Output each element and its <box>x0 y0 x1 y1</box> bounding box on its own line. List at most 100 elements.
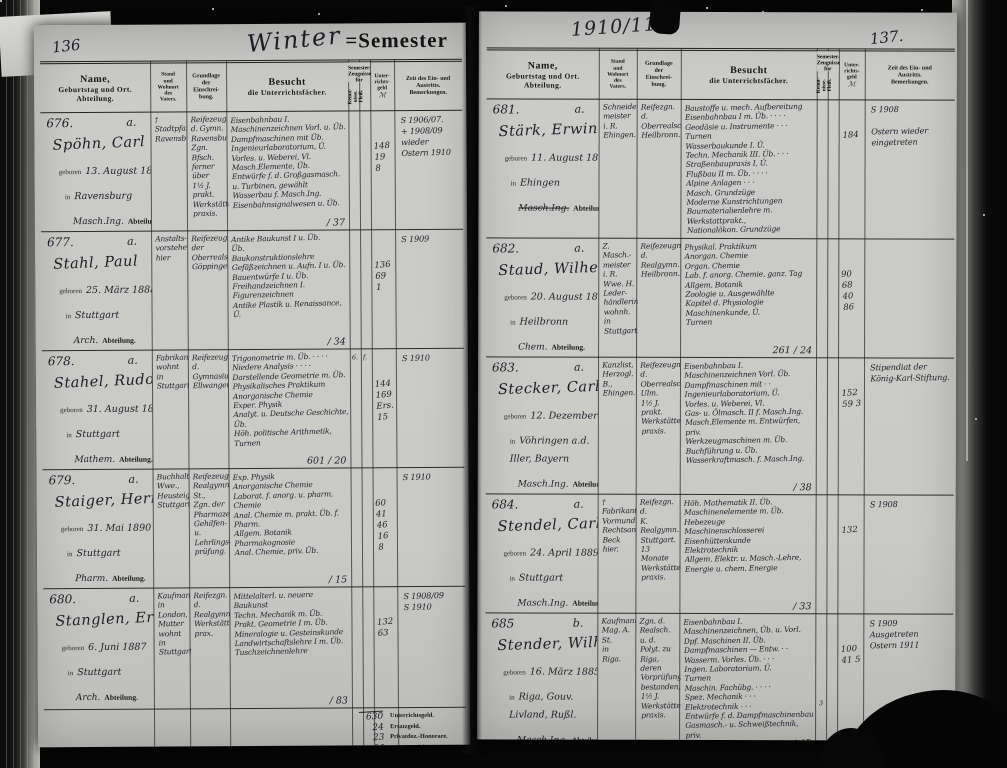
student-name: Stahel, Rudolf <box>53 371 153 392</box>
register-entry: 678. a. Stahel, Rudolf geboren 31. Augus… <box>41 348 465 471</box>
born-label: geboren <box>61 644 85 653</box>
col-father-header: Stand und Wohnort des Vaters. <box>157 71 179 103</box>
entry-letter: a. <box>573 497 584 511</box>
subjects-total: ∕ 34 <box>327 336 346 348</box>
father-info: † Fabrikant Vormund: Rechtsanw. Beck hie… <box>601 497 638 554</box>
col-father-header: Stand und Wohnort des Vaters. <box>607 59 629 91</box>
subjects-total: ∕ 15 <box>328 574 348 586</box>
subjects-total: ∕ 45 <box>793 738 811 741</box>
entry-letter: a. <box>573 360 585 374</box>
subjects-list: Baustoffe u. mech. Aufbereitung Eisenbah… <box>684 101 803 236</box>
col-name-header: Name, Geburtstag und Ort. Abteilung. <box>58 73 133 103</box>
birth-date: 31. Mai 1890 <box>87 522 152 535</box>
remarks <box>870 242 952 244</box>
subjects-list: Eisenbahnbau I. Maschinenzeichnen Vorl. … <box>684 360 805 465</box>
entry-number: 681. <box>492 102 520 117</box>
birth-place: Riga, Gouv. Livland, Rußl. <box>509 691 577 721</box>
entry-name-cell: 684. a. Stendel, Carl geboren 24. April … <box>485 494 598 612</box>
birth-date: 16. März 1885 <box>529 666 598 678</box>
entry-letter: a. <box>127 353 138 367</box>
tuition-amounts: 90 68 40 86 <box>840 269 855 313</box>
entry-letter: a. <box>128 472 139 486</box>
birth-place: Vöhringen a.d. Iller, Bayern <box>509 435 590 465</box>
tuition-cell: 100 41 5 <box>837 614 863 741</box>
col-basis-header: Grundlage der Einschrei- bung. <box>192 73 220 101</box>
department-label: Abteilung. <box>572 598 598 608</box>
tuition-cell: 148 19 8 <box>370 111 395 229</box>
student-name: Stendel, Carl <box>497 515 598 535</box>
entry-name-cell: 678. a. Stahel, Rudolf geboren 31. Augus… <box>42 351 153 470</box>
student-name: Stecker, Carl <box>497 378 599 398</box>
entry-letter: b. <box>572 616 584 630</box>
student-name: Stender, Wilhelm <box>497 633 598 654</box>
enrollment-basis: Zgn. d. Realsch. u. d. Polyt. zu Riga, d… <box>639 615 682 720</box>
remarks-cell: S 1910 <box>396 349 465 467</box>
remarks-cell: S 1910 <box>397 468 466 586</box>
enrollment-basis: Reifezgn. d. Oberrealsch. Heilbronn. <box>640 102 684 140</box>
remarks: Stipendiat der König-Karl-Stiftung. <box>870 361 950 384</box>
table-header: Name, Geburtstag und Ort. Abteilung. Sta… <box>40 58 463 114</box>
entry-name-cell: 681. a. Stärk, Erwin geboren 11. August … <box>486 99 599 237</box>
entry-letter: a. <box>129 591 140 605</box>
birth-date: 24. April 1889 <box>530 547 598 559</box>
subjects-list: Eisenbahnbau I. Maschinenzeichnen, Üb. u… <box>683 616 814 740</box>
department: Chem. <box>518 342 548 353</box>
father-info: Kanzlist, Herzogl. B., Ehingen. <box>602 359 636 398</box>
father-info: Buchhalters Wwe., Heusteigstr. Stuttgart… <box>156 471 192 510</box>
title-band: 1910/11. <box>479 11 957 48</box>
remarks-cell: Stipendiat der König-Karl-Stiftung. <box>864 358 954 494</box>
remarks: S 1906/07. + 1908/09 wieder Ostern 1910 <box>400 113 451 159</box>
remarks: S 1909 Ausgetreten Ostern 1911 <box>869 617 920 651</box>
subjects-total: 261 ∕ 24 <box>772 344 813 356</box>
birth-date: 31. August 1892 <box>86 403 153 416</box>
tuition-cell: 136 69 1 <box>371 230 396 348</box>
right-page: 137. 1910/11. Name, Geburtstag und Ort. … <box>477 11 957 741</box>
register-entry: 684. a. Stendel, Carl geboren 24. April … <box>485 494 954 615</box>
remarks-cell: S 1906/07. + 1908/09 wieder Ostern 1910 <box>394 111 463 229</box>
birth-place: Stuttgart <box>75 428 120 441</box>
book-spine-shadow <box>462 6 482 754</box>
student-name: Stanglen, Erich <box>55 608 154 630</box>
department-label: Abteilung. <box>127 216 152 226</box>
tuition-cell: 60 41 46 16 8 <box>373 468 398 586</box>
entry-name-cell: 685 b. Stender, Wilhelm geboren 16. März… <box>485 613 597 741</box>
enrollment-basis: Reifezeugn. d. Oberrealsch. Ulm. 1½ J. p… <box>640 359 683 436</box>
col-name-header: Name, Geburtstag und Ort. Abteilung. <box>505 60 580 90</box>
totals-block: 630 24 23 30 Unterrichtsgeld. Ersatzgeld… <box>44 708 466 748</box>
subjects-total: ∕ 33 <box>793 600 812 612</box>
in-label: in <box>67 669 74 678</box>
in-label: in <box>64 193 71 202</box>
birth-date: 11. August 1889 <box>531 152 599 164</box>
born-label: geboren <box>58 168 82 177</box>
birth-date: 20. August 1890 <box>530 291 599 303</box>
in-label: in <box>510 179 516 188</box>
enrollment-basis: Reifezeugnis Realgymn. St., Zgn. der Pha… <box>192 471 232 557</box>
entry-name-cell: 679. a. Staiger, Hermann geboren 31. Mai… <box>43 470 154 589</box>
entry-letter: a. <box>127 234 138 248</box>
birth-place: Ravensburg <box>74 190 133 203</box>
tuition-amounts: 100 41 5 <box>840 643 861 666</box>
father-info: † Stadtpfarrer Ravensburg <box>154 115 190 144</box>
department: Arch. <box>73 335 99 347</box>
born-label: geboren <box>504 293 527 302</box>
tuition-cell: 152 59 3 <box>838 358 864 494</box>
in-label: in <box>509 693 515 702</box>
department: Masch.Ing. <box>517 735 568 741</box>
entry-name-cell: 676. a. Spöhn, Carl geboren 13. August 1… <box>40 113 151 232</box>
enrollment-basis: Reifezgn. d. Realgymn., Werkstätte- prax… <box>193 590 233 638</box>
department: Masch.Ing. <box>517 479 569 490</box>
father-info: Fabrikant, wohnt in Stuttgart. <box>155 352 191 391</box>
entries-container: 681. a. Stärk, Erwin geboren 11. August … <box>485 99 955 741</box>
subjects-cell: Eisenbahnbau I. Maschinenzeichnen Vorl. … <box>226 111 349 230</box>
tuition-amounts: 152 59 3 <box>841 387 862 410</box>
subjects-total: 601 ∕ 20 <box>306 455 347 467</box>
entry-number: 683. <box>492 360 519 375</box>
semester-title-handwritten: Winter <box>245 22 343 59</box>
register-entry: 680. a. Stanglen, Erich geboren 6. Juni … <box>43 586 466 711</box>
entry-number: 680. <box>49 592 77 607</box>
entry-name-cell: 682. a. Staud, Wilhelm geboren 20. Augus… <box>486 238 598 356</box>
table-header: Name, Geburtstag und Ort. Abteilung. Sta… <box>486 47 955 101</box>
subjects-cell: Antike Baukunst I u. Üb. Üb. Baukonstruk… <box>227 230 350 349</box>
department: Pharm. <box>75 573 109 585</box>
